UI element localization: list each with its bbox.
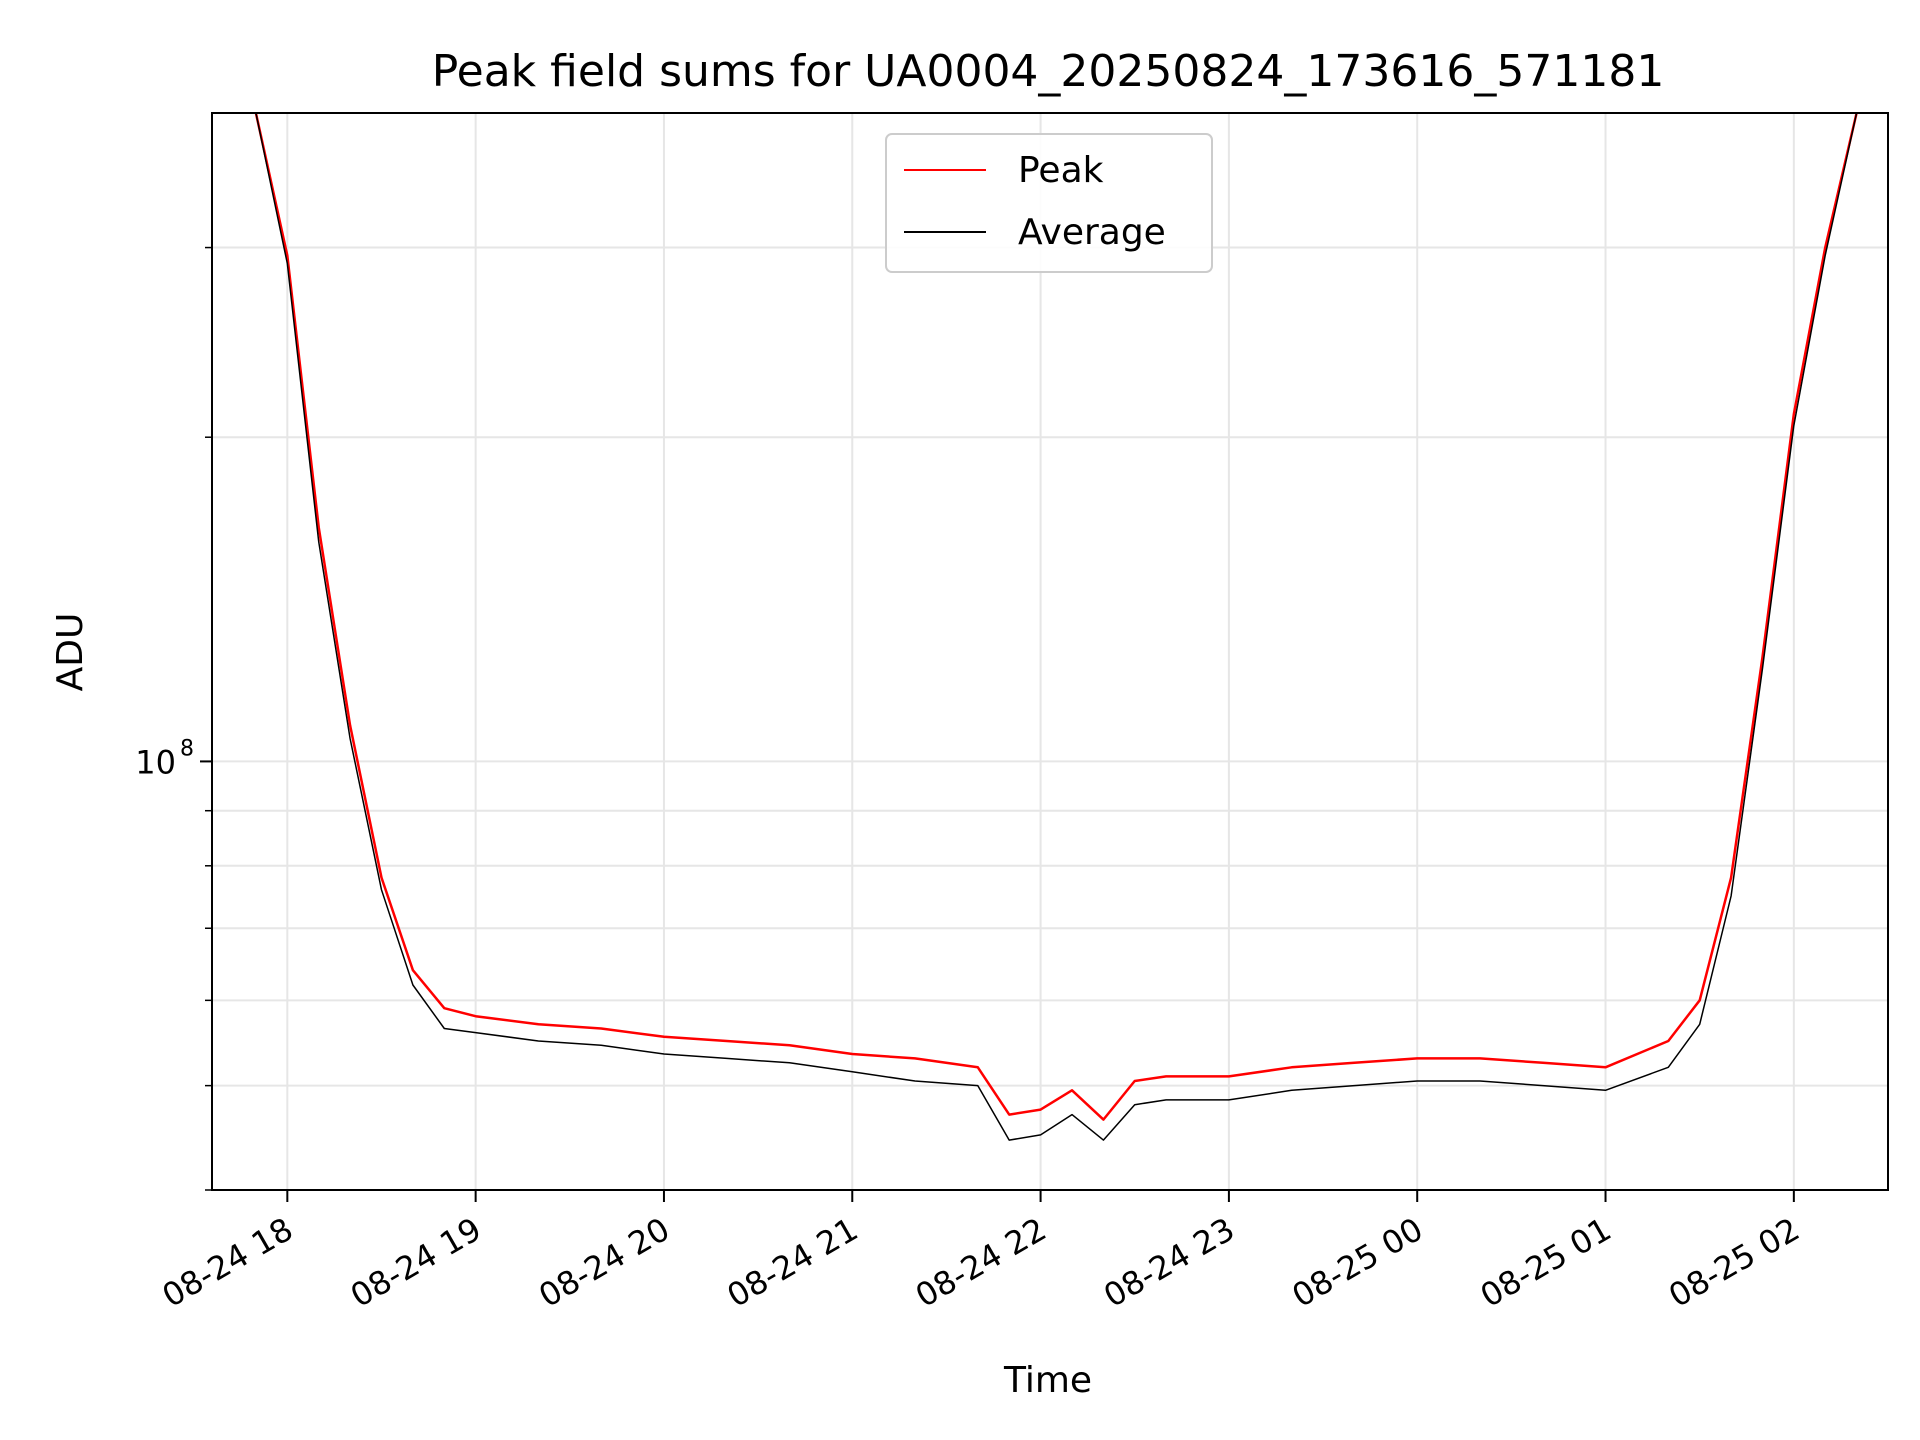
plot-area (254, 113, 1858, 1141)
y-axis-label: ADU (50, 613, 91, 692)
y-tick-label: 10 (135, 743, 176, 781)
legend-label-average: Average (1018, 212, 1166, 253)
legend-box (885, 133, 1213, 273)
chart-title: Peak field sums for UA0004_20250824_1736… (432, 46, 1665, 97)
x-axis-label: Time (1003, 1360, 1092, 1401)
legend-label-peak: Peak (1018, 150, 1104, 191)
series-line-peak (254, 113, 1858, 1121)
y-tick-label-exponent: 8 (180, 736, 194, 761)
legend: Peak Average (885, 133, 1213, 273)
plot-frame (211, 112, 1889, 1191)
series-line-average (255, 113, 1858, 1141)
